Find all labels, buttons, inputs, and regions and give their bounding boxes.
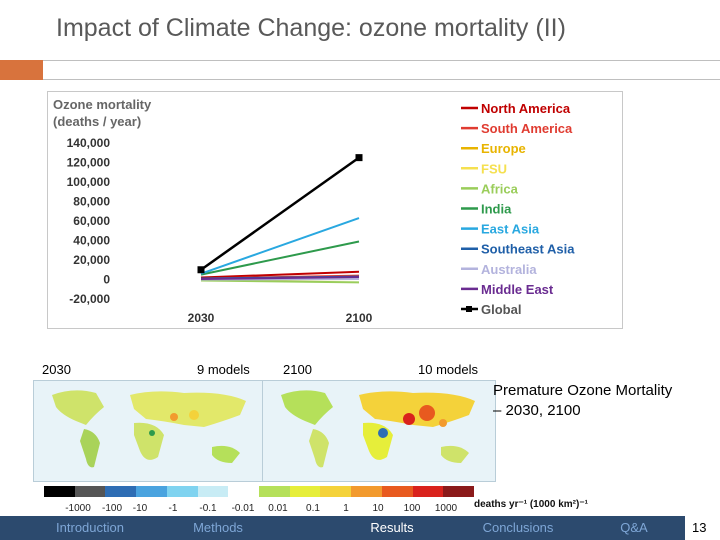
nav-item-conclusions[interactable]: Conclusions	[482, 520, 554, 535]
colorbar-swatch	[381, 486, 413, 497]
y-axis-title-line2: (deaths / year)	[53, 114, 141, 129]
legend-marker	[466, 306, 472, 312]
y-tick-label: 80,000	[73, 195, 110, 209]
colorbar-tick-label: -10	[132, 503, 148, 514]
accent-bar	[0, 60, 43, 80]
colorbar-swatch	[44, 486, 75, 497]
legend-label: Southeast Asia	[481, 242, 575, 257]
colorbar-tick-label: 10	[372, 503, 384, 514]
legend-label: Europe	[481, 141, 526, 156]
y-tick-label: 100,000	[67, 175, 111, 189]
nav-item-introduction[interactable]: Introduction	[56, 520, 124, 535]
nav-item-results[interactable]: Results	[370, 520, 414, 535]
colorbar-swatch	[443, 486, 475, 497]
series-line	[200, 217, 360, 275]
nav-item-methods[interactable]: Methods	[193, 520, 243, 535]
colorbar-swatch	[320, 486, 352, 497]
colorbar-swatch	[74, 486, 106, 497]
world-map-2100-image	[281, 390, 475, 468]
colorbar-tick-label: -0.01	[231, 503, 255, 514]
legend-label: Australia	[481, 262, 537, 277]
colorbar-swatch	[228, 486, 260, 497]
colorbar-swatch	[412, 486, 444, 497]
colorbar-tick-label: 0.1	[306, 503, 320, 514]
y-tick-label: 40,000	[73, 234, 110, 248]
y-tick-label: 140,000	[67, 136, 111, 150]
colorbar-units: deaths yr⁻¹ (1000 km²)⁻¹	[474, 499, 588, 510]
title-divider-top	[43, 60, 720, 61]
legend-label: South America	[481, 121, 573, 136]
legend-label: India	[481, 202, 512, 217]
colorbar-swatch	[351, 486, 382, 497]
colorbar-tick-label: -0.1	[199, 503, 217, 514]
map-2100-models: 10 models	[418, 362, 478, 377]
world-map-2030-image	[52, 390, 246, 468]
y-tick-label: 120,000	[67, 156, 111, 170]
y-tick-label: -20,000	[69, 292, 110, 306]
colorbar-swatch	[166, 486, 198, 497]
map-2030-models: 9 models	[197, 362, 250, 377]
legend-label: Global	[481, 302, 521, 317]
legend-label: Africa	[481, 181, 519, 196]
series-line	[200, 240, 360, 276]
legend-label: East Asia	[481, 222, 540, 237]
title-divider-bottom	[43, 79, 720, 80]
colorbar-tick-label: 1	[343, 503, 349, 514]
chart-svg: Ozone mortality (deaths / year) 140,000 120…	[53, 97, 575, 325]
colorbar-tick-label: -1	[168, 503, 178, 514]
series-line	[200, 270, 360, 279]
ozone-mortality-chart: Ozone mortality (deaths / year) 140,000 120…	[47, 91, 623, 329]
colorbar-tick-label: 1000	[434, 503, 458, 514]
y-tick-label: 20,000	[73, 253, 110, 267]
y-tick-label: 0	[103, 273, 110, 287]
map-2030-label: 2030	[42, 362, 71, 377]
y-tick-label: 60,000	[73, 214, 110, 228]
map-caption: Premature Ozone Mortality – 2030, 2100	[493, 382, 673, 419]
map-2100	[262, 380, 496, 482]
nav-item-q-a[interactable]: Q&A	[620, 520, 648, 535]
legend-label: Middle East	[481, 282, 554, 297]
nav-bar	[0, 516, 685, 540]
series-line	[200, 156, 360, 271]
colorbar-swatch	[289, 486, 321, 497]
series-line	[200, 279, 360, 284]
map-2030	[33, 380, 267, 482]
legend-label: FSU	[481, 161, 507, 176]
colorbar-tick-label: -100	[101, 503, 123, 514]
colorbar-swatch	[259, 486, 290, 497]
global-marker	[197, 266, 205, 274]
y-axis-title-line1: Ozone mortality	[53, 97, 152, 112]
page-number: 13	[692, 520, 707, 535]
legend-label: North America	[481, 101, 571, 116]
colorbar-swatch	[105, 486, 137, 497]
x-tick-label: 2030	[188, 311, 215, 325]
colorbar-tick-label: 0.01	[268, 503, 288, 514]
global-marker	[355, 154, 363, 162]
colorbar-swatch	[197, 486, 229, 497]
colorbar	[44, 486, 475, 497]
colorbar-swatch	[136, 486, 167, 497]
colorbar-tick-label: 100	[403, 503, 421, 514]
x-tick-label: 2100	[346, 311, 373, 325]
map-2100-label: 2100	[283, 362, 312, 377]
slide-title: Impact of Climate Change: ozone mortalit…	[56, 14, 566, 42]
series-line	[200, 276, 360, 281]
colorbar-tick-label: -1000	[65, 503, 91, 514]
